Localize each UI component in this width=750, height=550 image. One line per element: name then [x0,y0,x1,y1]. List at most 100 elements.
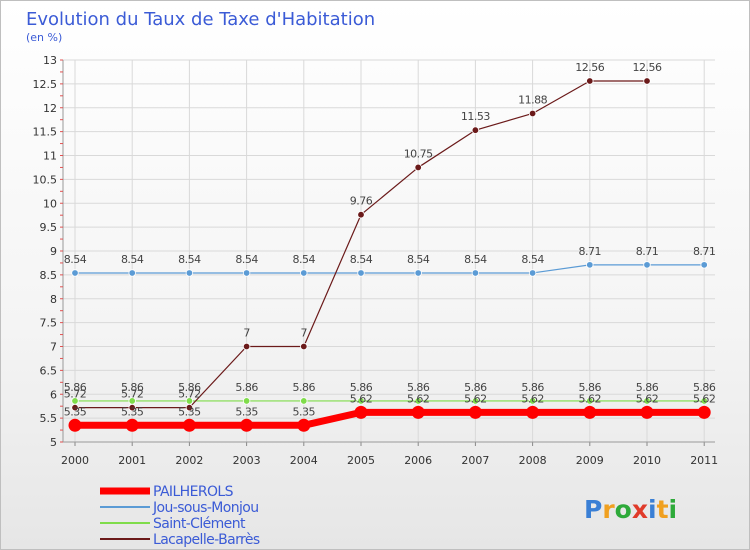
legend-item: Jou-sous-Monjou [100,500,259,516]
data-label: 5.62 [464,392,487,405]
x-tick-label: 2011 [690,454,718,467]
x-tick-label: 2006 [404,454,432,467]
chart-subtitle: (en %) [26,31,62,44]
data-label: 12.56 [633,61,662,74]
data-label: 8.71 [636,245,659,258]
data-label: 8.54 [407,253,430,266]
data-label: 5.86 [121,381,144,394]
data-label: 8.54 [521,253,544,266]
data-label: 5.62 [693,392,716,405]
y-tick-label: 5 [50,436,57,449]
data-point [526,405,540,419]
series-line [71,408,708,429]
data-point [242,397,251,405]
data-label: 5.35 [293,405,316,418]
data-point [357,397,365,405]
y-tick-label: 9 [50,245,57,258]
data-point [586,397,594,405]
data-point [297,418,311,432]
x-tick-label: 2008 [519,454,547,467]
data-label: 5.86 [350,381,373,394]
y-tick-label: 6.5 [40,364,58,377]
data-label: 7 [243,327,250,340]
data-label: 5.62 [521,392,544,405]
data-label: 8.54 [350,253,373,266]
data-point [357,211,365,219]
data-point [643,261,651,269]
data-label: 10.75 [404,147,433,160]
data-label: 8.54 [464,253,487,266]
data-label: 5.86 [64,381,87,394]
data-label: 5.86 [693,381,716,394]
data-label: 12.56 [575,61,604,74]
data-point [357,269,365,277]
legend-label: PAILHEROLS [153,484,234,500]
data-point [700,261,708,269]
data-label: 7 [301,327,308,340]
y-tick-label: 6 [50,388,57,401]
data-label: 5.72 [178,388,201,401]
series-lacapelle-barr-s [71,77,651,412]
data-label: 8.54 [121,253,144,266]
grid [63,59,715,443]
data-label: 5.72 [64,388,87,401]
data-label: 5.35 [64,405,87,418]
data-label: 5.86 [579,381,602,394]
logo-letter: t [657,495,669,524]
data-point [128,403,136,412]
series-jou-sous-monjou [71,261,708,277]
y-tick-label: 10 [43,197,57,210]
legend: PAILHEROLSJou-sous-MonjouSaint-ClémentLa… [100,484,260,548]
data-point [468,405,482,419]
data-label: 5.86 [235,381,258,394]
data-point [414,397,422,405]
data-label: 8.71 [693,245,716,258]
data-point [354,405,368,419]
data-point [240,418,254,432]
data-point [471,397,480,405]
data-point [128,269,136,277]
data-point [471,126,480,134]
data-label: 8.54 [178,253,201,266]
data-point [414,269,422,277]
y-tick-label: 8.5 [40,269,58,282]
logo-text: Proxiti [584,495,677,524]
data-label: 5.86 [636,381,659,394]
data-label: 9.76 [350,195,373,208]
legend-item: PAILHEROLS [100,484,234,500]
data-point [643,77,651,85]
data-label: 5.62 [350,392,373,405]
x-tick-label: 2004 [290,454,318,467]
logo-letter: i [669,495,678,524]
series-line [74,264,705,274]
x-tick-label: 2010 [633,454,661,467]
data-label: 5.72 [121,388,144,401]
data-point [640,405,654,419]
x-tick-label: 2002 [175,454,203,467]
x-tick-label: 2009 [576,454,604,467]
data-point [242,269,251,277]
data-point [586,77,594,85]
y-tick-label: 7 [50,341,57,354]
y-tick-label: 13 [43,54,57,67]
logo-letter: o [615,495,632,524]
data-point [125,418,139,432]
data-label: 11.53 [461,110,490,123]
y-tick-label: 12 [43,102,57,115]
x-tick-label: 2001 [118,454,146,467]
data-label: 11.88 [518,93,547,106]
data-label: 5.35 [178,405,201,418]
data-label: 5.62 [407,392,430,405]
data-point [71,269,79,277]
data-label: 8.71 [579,245,602,258]
legend-label: Jou-sous-Monjou [152,500,259,516]
legend-item: Lacapelle-Barrès [100,532,260,548]
x-tick-label: 2003 [233,454,261,467]
data-point [697,405,711,419]
data-point [700,397,708,405]
data-point [411,405,425,419]
data-label: 5.86 [293,381,316,394]
y-tick-label: 8 [50,293,57,306]
data-label: 8.54 [293,253,316,266]
data-label: 5.86 [521,381,544,394]
